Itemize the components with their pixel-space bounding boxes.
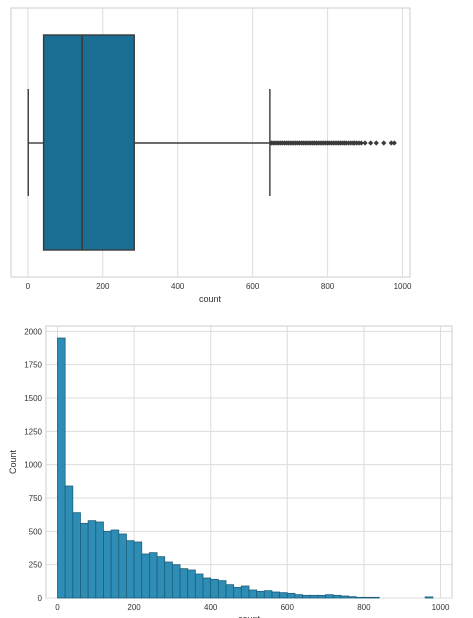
boxplot-outlier bbox=[381, 140, 387, 146]
boxplot-box bbox=[42, 34, 135, 251]
histogram-bar bbox=[64, 485, 74, 599]
histogram-bar bbox=[309, 594, 319, 599]
boxplot-x-tick-label: 1000 bbox=[394, 282, 412, 291]
histogram-bar bbox=[87, 520, 97, 599]
histogram-chart: 0 200 400 600 800 1000 0 250 500 750 1000 1250 1500… bbox=[8, 325, 453, 618]
histogram-bar bbox=[171, 564, 181, 599]
boxplot-outlier bbox=[368, 140, 374, 146]
histogram-bar bbox=[286, 592, 296, 599]
boxplot-marks bbox=[27, 34, 397, 251]
histogram-bar bbox=[118, 533, 127, 599]
histogram-bar bbox=[332, 594, 342, 599]
histogram-y-tick-label: 750 bbox=[29, 494, 43, 503]
histogram-bars bbox=[57, 337, 434, 599]
histogram-bar bbox=[271, 591, 281, 599]
boxplot-outlier bbox=[362, 140, 368, 146]
histogram-x-tick-labels: 0 200 400 600 800 1000 bbox=[55, 603, 450, 612]
histogram-bar bbox=[294, 594, 304, 599]
histogram-bar bbox=[179, 568, 189, 599]
boxplot-x-tick-label: 0 bbox=[26, 282, 31, 291]
histogram-y-tick-label: 1500 bbox=[24, 394, 42, 403]
histogram-bar bbox=[110, 529, 120, 599]
histogram-bar bbox=[263, 590, 273, 599]
histogram-y-tick-label: 1000 bbox=[24, 461, 42, 470]
boxplot-x-tick-label: 800 bbox=[321, 282, 335, 291]
histogram-bar bbox=[340, 595, 349, 599]
boxplot-x-tick-labels: 0 200 400 600 800 1000 bbox=[26, 282, 412, 291]
histogram-bar bbox=[225, 584, 235, 599]
histogram-x-tick-label: 400 bbox=[204, 603, 218, 612]
histogram-bar bbox=[371, 596, 380, 599]
histogram-bar bbox=[302, 594, 311, 599]
boxplot-outlier bbox=[373, 140, 379, 146]
histogram-y-tick-label: 2000 bbox=[24, 327, 42, 336]
boxplot-outlier bbox=[391, 140, 397, 146]
histogram-y-tick-label: 0 bbox=[38, 594, 43, 603]
histogram-bar bbox=[355, 596, 365, 599]
histogram-x-tick-label: 600 bbox=[281, 603, 295, 612]
histogram-y-axis-label: Count bbox=[8, 450, 18, 475]
histogram-bar bbox=[187, 569, 196, 599]
histogram-bar bbox=[424, 596, 434, 599]
histogram-bar bbox=[149, 552, 158, 599]
histogram-bar bbox=[202, 577, 212, 599]
boxplot-x-tick-label: 600 bbox=[246, 282, 260, 291]
histogram-bar bbox=[217, 580, 227, 599]
histogram-bar bbox=[348, 596, 357, 599]
histogram-x-tick-label: 0 bbox=[55, 603, 60, 612]
histogram-bar bbox=[317, 594, 327, 599]
histogram-bar bbox=[133, 541, 143, 599]
histogram-bar bbox=[240, 585, 250, 599]
histogram-bar bbox=[256, 590, 265, 599]
histogram-bar bbox=[325, 594, 334, 599]
histogram-bar bbox=[164, 561, 173, 599]
histogram-bar bbox=[80, 522, 89, 599]
histogram-x-axis-label: count bbox=[238, 614, 261, 618]
histogram-y-tick-label: 500 bbox=[29, 527, 43, 536]
histogram-bar bbox=[72, 512, 81, 599]
histogram-x-tick-label: 800 bbox=[357, 603, 371, 612]
histogram-bar bbox=[194, 573, 204, 599]
boxplot-x-axis-label: count bbox=[199, 294, 222, 304]
histogram-bar bbox=[279, 592, 288, 599]
histogram-bar bbox=[248, 589, 258, 599]
histogram-y-tick-label: 1250 bbox=[24, 427, 42, 436]
histogram-bar bbox=[156, 556, 166, 599]
histogram-y-tick-labels: 0 250 500 750 1000 1250 1500 1750 2000 bbox=[24, 327, 42, 603]
histogram-y-tick-label: 250 bbox=[29, 561, 43, 570]
boxplot-outlier bbox=[358, 140, 364, 146]
histogram-bar bbox=[210, 578, 219, 599]
histogram-bar bbox=[57, 337, 66, 599]
histogram-bar bbox=[126, 540, 135, 599]
histogram-bar bbox=[363, 596, 372, 599]
boxplot-chart: 0 200 400 600 800 1000 count bbox=[10, 7, 412, 304]
histogram-y-tick-label: 1750 bbox=[24, 361, 42, 370]
histogram-x-tick-label: 1000 bbox=[432, 603, 450, 612]
histogram-x-tick-label: 200 bbox=[127, 603, 141, 612]
histogram-bar bbox=[233, 586, 242, 599]
boxplot-outlier bbox=[388, 140, 394, 146]
boxplot-x-tick-label: 400 bbox=[171, 282, 185, 291]
histogram-bar bbox=[95, 521, 104, 599]
histogram-bar bbox=[141, 553, 150, 599]
histogram-bar bbox=[103, 530, 112, 599]
boxplot-x-tick-label: 200 bbox=[96, 282, 110, 291]
